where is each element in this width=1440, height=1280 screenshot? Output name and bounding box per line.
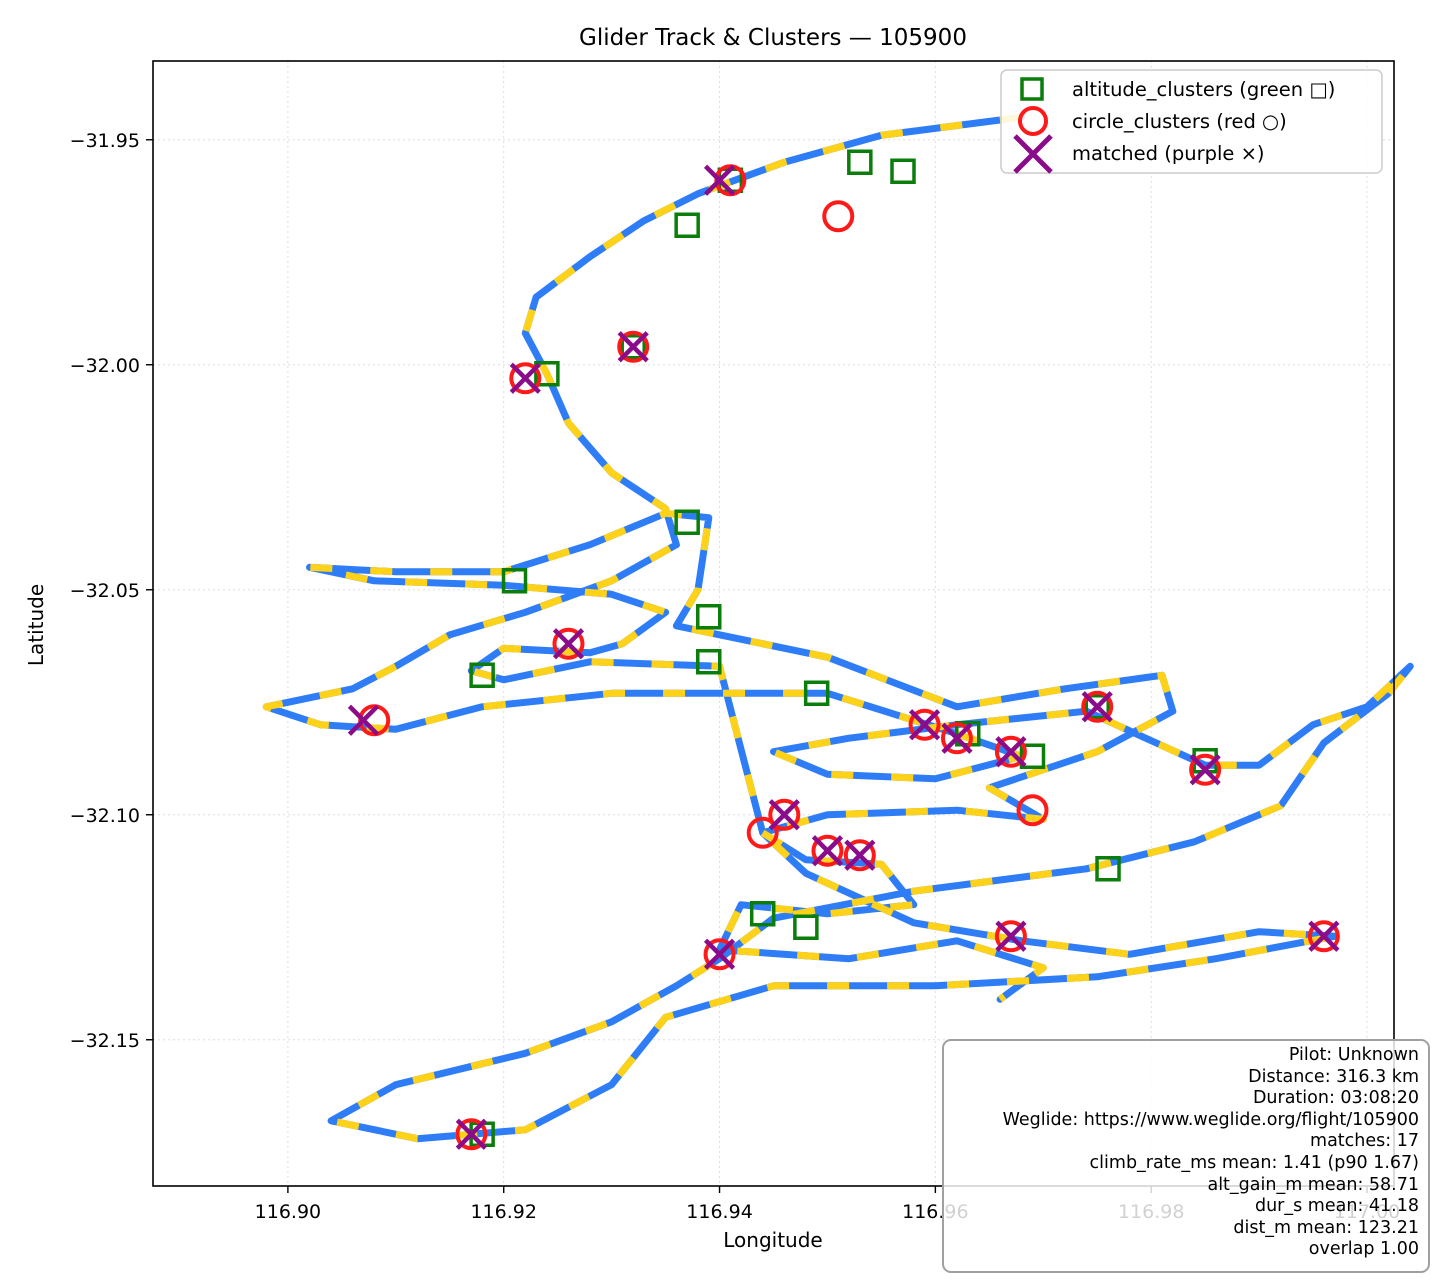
legend-frame <box>1000 69 1383 174</box>
circle-cluster-marker <box>843 839 876 872</box>
circle-cluster-marker <box>940 722 973 755</box>
track-line-climb <box>262 113 1414 1143</box>
altitude-cluster-marker <box>501 568 528 594</box>
matched-cluster-marker <box>509 362 541 394</box>
stat-climb-rate: climb_rate_ms mean: 1.41 (p90 1.67) <box>1089 1152 1419 1173</box>
matched-cluster-marker <box>455 1118 487 1150</box>
altitude-cluster-marker <box>1084 694 1110 720</box>
circle-cluster-marker <box>811 834 844 867</box>
legend-label-matched: matched (purple ×) <box>1072 142 1265 165</box>
matched-cluster-marker <box>1081 691 1113 723</box>
legend-label-circle: circle_clusters (red ○) <box>1072 110 1287 133</box>
stat-distance-mean: dist_m mean: 123.21 <box>1233 1217 1419 1238</box>
matched-cluster-marker <box>941 722 973 754</box>
x-axis-title: Longitude <box>723 1228 822 1252</box>
matched-cluster-marker <box>1189 754 1221 786</box>
matched-cluster-marker <box>703 938 736 970</box>
circle-cluster-marker <box>617 330 650 363</box>
circle-cluster-marker <box>552 627 585 660</box>
altitude-cluster-marker <box>674 509 700 535</box>
stat-weglide: Weglide: https://www.weglide.org/flight/… <box>1002 1109 1419 1130</box>
altitude-cluster-marker <box>534 361 560 387</box>
stat-overlap: overlap 1.00 <box>1308 1239 1419 1260</box>
stat-duration: Duration: 03:08:20 <box>1252 1088 1419 1109</box>
y-axis-ticks: −31.95 −32.00 −32.05 −32.10 −32.15 <box>70 130 153 1052</box>
chart-title: Glider Track & Clusters — 105900 <box>579 25 967 51</box>
stat-pilot: Pilot: Unknown <box>1288 1045 1419 1065</box>
x-tick-label: 116.90 <box>255 1201 321 1223</box>
stat-matches: matches: 17 <box>1310 1131 1419 1152</box>
altitude-cluster-marker <box>1019 743 1046 769</box>
matched-cluster-marker <box>703 164 736 196</box>
grid <box>153 61 1394 1186</box>
circle-cluster-marker <box>509 362 542 395</box>
circle-cluster-marker <box>994 735 1027 768</box>
altitude-cluster-marker <box>620 334 646 360</box>
stat-distance: Distance: 316.3 km <box>1248 1066 1419 1087</box>
y-tick-label: −32.15 <box>70 1030 140 1052</box>
y-tick-label: −32.00 <box>70 355 140 377</box>
x-tick-label: 116.92 <box>470 1201 536 1223</box>
legend-circle-marker <box>1018 106 1048 136</box>
matched-cluster-marker <box>1308 920 1340 952</box>
altitude-cluster-marker <box>696 604 722 630</box>
altitude-cluster-marker <box>890 158 916 184</box>
altitude-cluster-marker <box>674 212 700 238</box>
matched-cluster-marker <box>552 628 585 660</box>
circle-cluster-marker <box>1081 690 1114 723</box>
circle-cluster-marker <box>1016 794 1049 827</box>
matched-cluster-marker <box>768 799 800 831</box>
x-tick-label: 116.94 <box>686 1201 752 1223</box>
matched-cluster-marker <box>995 920 1027 952</box>
y-tick-label: −32.05 <box>70 580 140 602</box>
circle-cluster-marker <box>768 798 801 831</box>
stat-duration-mean: dur_s mean: 41.18 <box>1254 1196 1419 1217</box>
plot-frame <box>152 60 1395 1187</box>
altitude-cluster-marker <box>696 649 722 675</box>
circle-cluster-marker <box>703 938 736 971</box>
altitude-cluster-marker <box>847 149 873 175</box>
y-tick-label: −31.95 <box>70 130 140 152</box>
legend: altitude_clusters (green □) circle_clust… <box>1000 69 1383 174</box>
y-axis-title: Latitude <box>24 584 48 666</box>
matched-cluster-marker <box>347 704 380 736</box>
legend-label-altitude: altitude_clusters (green □) <box>1072 78 1335 101</box>
circle-cluster-marker <box>1307 920 1340 953</box>
matched-cluster-marker <box>811 835 844 867</box>
matched-cluster-marker <box>995 736 1027 768</box>
matched-cluster-marker <box>617 331 649 363</box>
circle-cluster-marker <box>822 200 855 233</box>
circle-cluster-marker <box>746 816 779 849</box>
altitude-cluster-marker <box>793 914 819 940</box>
circle-cluster-marker <box>455 1118 488 1151</box>
flight-track <box>262 113 1414 1143</box>
cluster-markers <box>347 149 1340 1151</box>
circle-cluster-marker <box>908 708 941 741</box>
circle-cluster-marker <box>714 164 747 197</box>
legend-x-marker <box>1013 134 1053 174</box>
altitude-cluster-marker <box>469 662 495 688</box>
stat-alt-gain: alt_gain_m mean: 58.71 <box>1207 1174 1419 1195</box>
altitude-cluster-marker <box>1095 856 1121 882</box>
track-line-cruise <box>262 113 1414 1143</box>
y-tick-label: −32.10 <box>70 805 140 827</box>
matched-cluster-marker <box>844 839 876 871</box>
stats-box: Pilot: Unknown Distance: 316.3 km Durati… <box>942 1039 1430 1273</box>
matched-cluster-marker <box>908 709 941 741</box>
altitude-cluster-marker <box>803 680 830 706</box>
altitude-cluster-marker <box>749 901 776 927</box>
circle-cluster-marker <box>994 920 1027 953</box>
legend-square-marker <box>1020 77 1044 101</box>
circle-cluster-marker <box>1189 753 1222 786</box>
circle-cluster-marker <box>358 704 391 737</box>
